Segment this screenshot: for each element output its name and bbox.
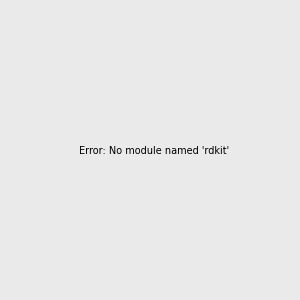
Text: Error: No module named 'rdkit': Error: No module named 'rdkit' [79, 146, 229, 157]
